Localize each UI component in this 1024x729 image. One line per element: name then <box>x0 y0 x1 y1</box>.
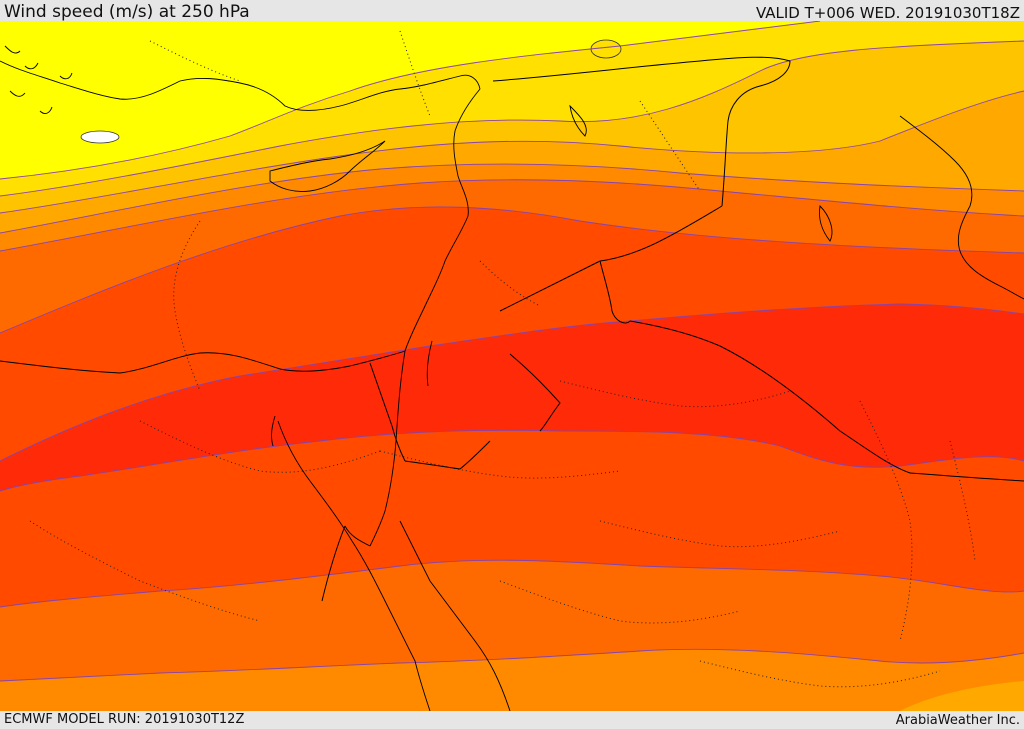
credit: ArabiaWeather Inc. <box>895 713 1020 728</box>
valid-time: VALID T+006 WED. 20191030T18Z <box>755 4 1020 22</box>
band-red-core <box>0 304 1024 491</box>
low-wind-pocket <box>590 39 622 59</box>
band-dark-orange-south <box>0 560 1024 681</box>
boundaries <box>321 56 1024 602</box>
band-orange-south-corner <box>900 681 1024 711</box>
header-bar: Wind speed (m/s) at 250 hPa VALID T+006 … <box>0 0 1024 21</box>
model-run: ECMWF MODEL RUN: 20191030T12Z <box>4 712 245 727</box>
band-orange-south <box>0 649 1024 711</box>
map-svg <box>0 21 1024 711</box>
map-title: Wind speed (m/s) at 250 hPa <box>4 2 250 22</box>
coastlines <box>0 45 1024 711</box>
footer-bar: ECMWF MODEL RUN: 20191030T12Z ArabiaWeat… <box>0 711 1024 729</box>
wind-speed-map[interactable] <box>0 21 1024 711</box>
band-red-orange-south <box>0 430 1024 607</box>
low-wind-pocket <box>80 130 120 144</box>
isotach-lines <box>0 21 1024 682</box>
country-borders <box>29 30 976 688</box>
